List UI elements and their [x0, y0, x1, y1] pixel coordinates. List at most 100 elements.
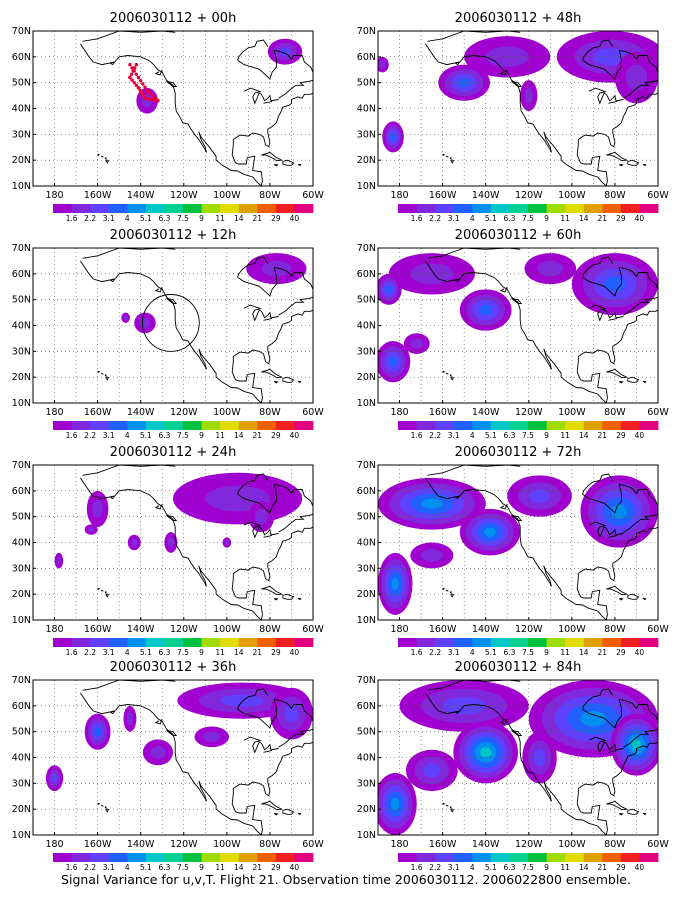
colorbar-swatch [435, 638, 455, 647]
coastline [237, 483, 313, 514]
colorbar-swatch [583, 421, 603, 430]
colorbar-swatch [183, 421, 202, 430]
y-tick-label: 70N [12, 675, 31, 686]
colorbar-swatch [435, 421, 455, 430]
colorbar-swatch [257, 204, 277, 213]
colorbar-label: 3.1 [103, 863, 115, 872]
colorbar-label: 29 [616, 431, 626, 440]
colorbar-label: 1.6 [66, 431, 78, 440]
x-tick-label: 160W [84, 624, 112, 635]
coastline [282, 376, 295, 383]
variance-contour-fill [87, 527, 95, 533]
coastline [237, 688, 269, 710]
variance-contour-fill [131, 538, 138, 547]
y-tick-label: 30N [357, 129, 376, 140]
colorbar-swatch [257, 421, 277, 430]
x-tick-label: 160W [429, 407, 457, 418]
coastline [278, 296, 313, 316]
colorbar-swatch [490, 853, 510, 862]
y-tick-label: 10N [12, 615, 31, 626]
coastline [243, 87, 279, 105]
colorbar-swatch [453, 638, 473, 647]
coastline [231, 793, 263, 835]
coastline [237, 49, 313, 80]
colorbar-label: 1.6 [411, 431, 423, 440]
coastline [101, 589, 104, 592]
colorbar-label: 2.2 [429, 648, 441, 657]
x-tick-label: 80W [259, 190, 281, 201]
variance-field [378, 680, 658, 835]
colorbar-label: 40 [290, 648, 300, 657]
y-tick-label: 60N [12, 52, 31, 63]
colorbar-label: 9 [544, 863, 549, 872]
variance-contour-fill [485, 46, 529, 68]
coastline [166, 729, 178, 736]
variance-field [45, 682, 313, 792]
coastline [261, 585, 284, 596]
x-tick-label: 60W [302, 407, 324, 418]
x-tick-label: 100W [558, 839, 586, 850]
coastline [577, 741, 658, 797]
x-tick-label: 60W [302, 624, 324, 635]
coastline [237, 39, 269, 61]
x-tick-label: 160W [429, 839, 457, 850]
coastline [582, 39, 614, 61]
colorbar-swatch [546, 204, 566, 213]
coastline [582, 483, 658, 514]
coastline [80, 260, 262, 403]
coastline [154, 286, 163, 293]
colorbar-swatch [201, 638, 221, 647]
colorbar-label: 2.2 [429, 863, 441, 872]
coastline [588, 304, 624, 322]
colorbar-swatch [639, 421, 659, 430]
colorbar-label: 4 [125, 648, 130, 657]
colorbar-swatch [201, 853, 221, 862]
x-tick-label: 100W [213, 190, 241, 201]
colorbar-swatch [565, 204, 585, 213]
coastline [97, 588, 100, 590]
coastline [576, 361, 608, 403]
colorbar-swatch [620, 421, 640, 430]
y-tick-label: 40N [357, 753, 376, 764]
colorbar-label: 7.5 [522, 431, 534, 440]
colorbar-swatch [275, 853, 295, 862]
panel-title: 2006030112 + 24h [110, 445, 237, 460]
colorbar-label: 11 [560, 214, 570, 223]
y-tick-label: 70N [357, 460, 376, 471]
colorbar-label: 40 [635, 214, 645, 223]
colorbar-label: 6.3 [158, 214, 170, 223]
colorbar-label: 14 [579, 648, 589, 657]
y-tick-label: 10N [12, 398, 31, 409]
coastline [577, 526, 658, 582]
colorbar-swatch [294, 204, 314, 213]
y-tick-label: 40N [357, 538, 376, 549]
colorbar-swatch [183, 204, 202, 213]
x-tick-label: 160W [429, 190, 457, 201]
colorbar-label: 9 [199, 863, 204, 872]
coastline [237, 266, 313, 297]
observation-point [143, 85, 147, 89]
observation-point [152, 98, 157, 102]
coastline [166, 514, 178, 521]
coastline [442, 803, 445, 805]
coastline [588, 521, 624, 539]
coastline [105, 159, 110, 164]
colorbar-label: 14 [579, 863, 589, 872]
y-tick-label: 70N [357, 26, 376, 37]
colorbar-swatch [416, 421, 436, 430]
colorbar-swatch [127, 638, 147, 647]
x-tick-label: 100W [213, 624, 241, 635]
colorbar-label: 14 [234, 431, 244, 440]
colorbar-label: 1.6 [411, 214, 423, 223]
colorbar-swatch [53, 204, 72, 213]
variance-contour-fill [56, 556, 61, 565]
coastline [425, 692, 607, 835]
x-tick-label: 160W [429, 624, 457, 635]
coastline [104, 591, 108, 594]
observation-point [148, 91, 152, 95]
observation-point [134, 83, 139, 87]
y-tick-label: 10N [357, 615, 376, 626]
variance-contour-fill [483, 527, 497, 537]
observation-point [140, 91, 144, 95]
colorbar-label: 6.3 [158, 648, 170, 657]
